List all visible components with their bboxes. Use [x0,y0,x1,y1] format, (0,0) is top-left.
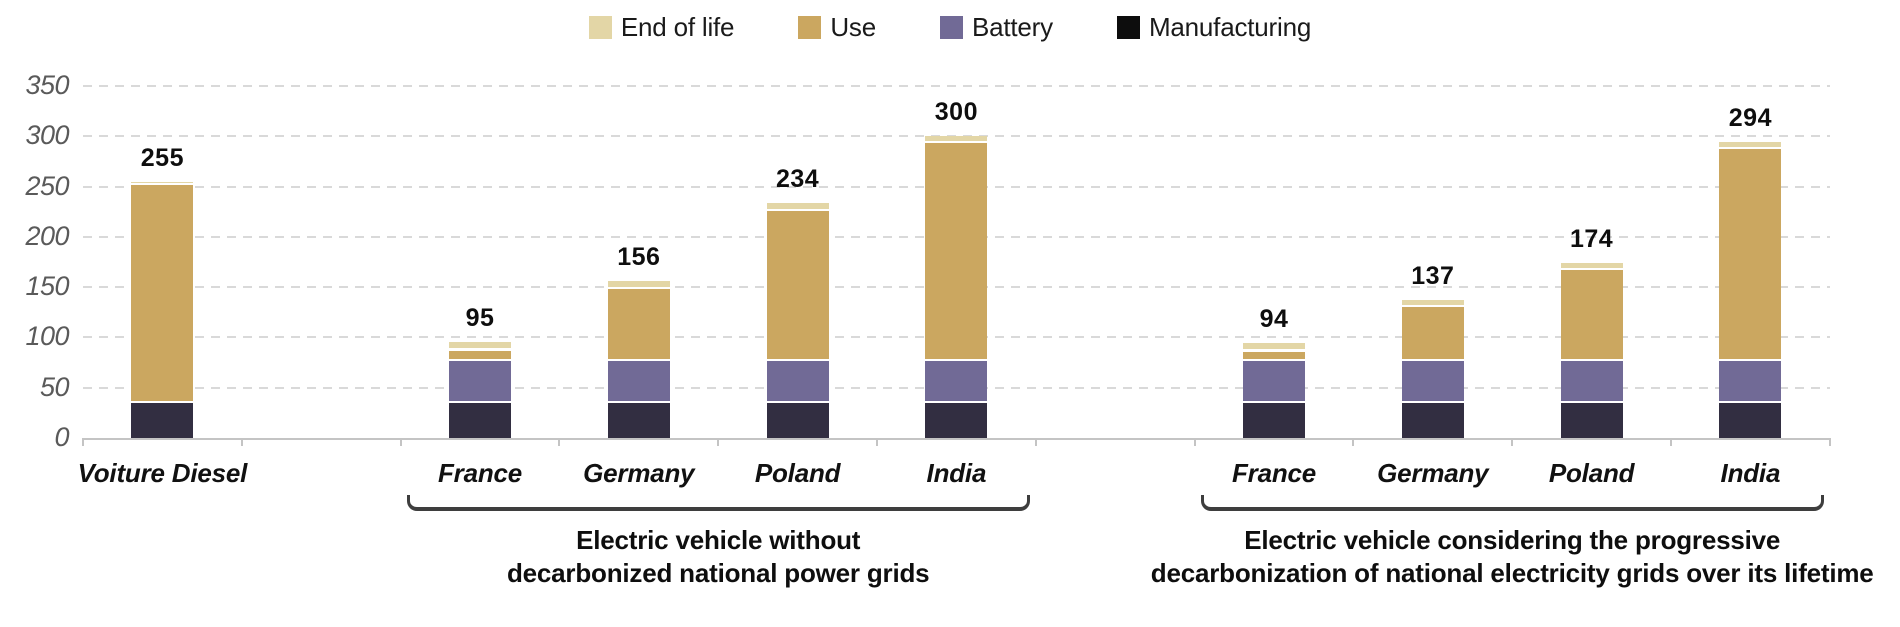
x-category-label: India [1720,458,1781,488]
y-axis-tick-label: 100 [25,321,69,352]
x-axis-tick [399,438,402,446]
bar-total-label: 156 [617,243,661,272]
group-caption-line: Electric vehicle without [576,525,861,555]
bar-segment-end-of-life [1401,300,1464,308]
group-caption-line: decarbonization of national electricity … [1150,558,1874,588]
x-axis-tick [240,438,243,446]
x-category-label: Poland [754,458,841,488]
legend-label: Battery [971,12,1053,42]
x-axis-tick [876,438,878,446]
bar-segment-use [1719,149,1782,361]
bar-total-label: 255 [140,143,184,172]
bar-segment-manufacturing [131,402,194,438]
legend-item-use: Use [798,12,876,43]
legend-item-battery: Battery [939,12,1053,43]
bar-segment-end-of-life [766,202,829,211]
y-axis-tick-label: 250 [25,170,69,201]
x-axis-tick [1670,438,1672,446]
bar-segment-battery [1401,360,1464,403]
bar-segment-manufacturing [449,402,511,438]
bar-segment-manufacturing [766,402,829,438]
bar-total-label: 174 [1569,225,1614,253]
bar-segment-battery [1719,360,1782,403]
legend-swatch-icon [798,16,822,39]
y-axis-tick-label: 150 [25,271,69,302]
x-category-label: Germany [583,458,695,488]
y-axis-tick-label: 200 [25,220,69,251]
bar-segment-use [925,143,988,361]
bar-segment-end-of-life [1243,343,1305,352]
bar-total-label: 94 [1259,305,1289,334]
bar-segment-end-of-life [1719,142,1782,150]
x-axis-line [83,438,1830,440]
bar-total-label: 137 [1411,262,1455,291]
bar-segment-use [1560,270,1623,361]
legend-swatch-icon [1116,16,1140,39]
bar-segment-use [449,350,511,361]
bar-segment-end-of-life [607,281,670,290]
bar-segment-manufacturing [925,402,988,438]
bar-segment-battery [607,360,670,403]
bar-segment-manufacturing [1560,402,1623,438]
x-category-label: India [926,458,987,488]
bar-segment-battery [766,360,829,403]
x-category-label: Germany [1377,458,1489,488]
bar-segment-use [131,184,194,403]
bar-segment-end-of-life [1560,263,1623,271]
x-axis-tick [1511,438,1514,446]
bar-total-label: 300 [934,98,978,127]
legend-item-manufacturing: Manufacturing [1116,12,1312,43]
x-axis-tick [1193,438,1196,446]
y-axis-tick-label: 0 [54,422,69,452]
x-axis-tick [717,438,720,446]
group-bracket [406,495,1030,511]
legend-swatch-icon [939,16,963,39]
x-category-label: France [437,458,523,488]
bar-segment-manufacturing [607,402,670,438]
x-category-label: Voiture Diesel [77,458,248,488]
y-axis-tick-label: 300 [25,120,69,151]
bar-segment-use [1243,351,1305,361]
x-axis-tick [82,438,84,446]
legend-label: End of life [620,12,735,42]
bar-segment-battery [925,360,988,403]
legend-label: Use [830,12,876,42]
legend-item-end-of-life: End of life [588,12,735,43]
bar-segment-end-of-life [925,136,988,144]
legend-swatch-icon [588,16,612,39]
x-axis-tick [1352,438,1355,446]
bar-total-label: 234 [775,164,820,193]
group-bracket [1200,495,1824,511]
group-caption-line: decarbonized national power grids [506,558,930,588]
chart-legend: End of life Use Battery Manufacturing [0,12,1900,43]
bar-segment-manufacturing [1401,402,1464,438]
bar-segment-end-of-life [449,342,511,351]
group-caption: Electric vehicle considering the progres… [1102,524,1900,590]
x-axis-tick [558,438,561,446]
x-axis-tick [1828,438,1831,446]
bar-segment-use [766,210,829,361]
bar-segment-battery [1243,360,1305,403]
y-axis-tick-label: 350 [25,70,69,100]
group-caption: Electric vehicle without decarbonized nat… [308,524,1128,590]
bar-total-label: 95 [465,304,495,333]
bar-segment-end-of-life [131,181,194,185]
bar-segment-use [607,289,670,361]
legend-label: Manufacturing [1148,12,1312,42]
bar-segment-manufacturing [1719,402,1782,438]
y-axis-tick-label: 50 [39,371,70,402]
bar-segment-manufacturing [1243,402,1305,438]
gridline-350 [83,85,1830,87]
group-caption-line: Electric vehicle considering the progres… [1244,525,1781,555]
bar-segment-battery [1560,360,1623,403]
x-category-label: France [1231,458,1317,488]
x-category-label: Poland [1548,458,1635,488]
bar-total-label: 294 [1728,104,1772,133]
bar-segment-use [1401,307,1464,361]
x-axis-tick [1034,438,1037,446]
bar-segment-battery [449,360,511,403]
